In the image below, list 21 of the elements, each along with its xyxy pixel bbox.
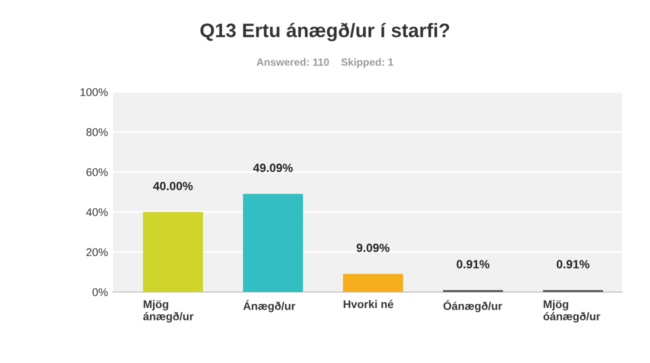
- data-label: 49.09%: [253, 164, 293, 172]
- data-label: 9.09%: [356, 244, 390, 252]
- y-tick-label: 100%: [80, 88, 108, 96]
- data-label: 0.91%: [556, 260, 590, 268]
- bar: [343, 274, 403, 292]
- bar: [143, 212, 203, 292]
- x-tick-label: Óánægð/ur: [443, 300, 502, 312]
- y-tick-label: 40%: [86, 208, 108, 216]
- x-tick-label: Hvorki né: [344, 300, 394, 308]
- x-tick-label: Mjög óánægð/ur: [543, 300, 600, 323]
- x-tick-label: Mjög ánægð/ur: [143, 300, 194, 323]
- y-tick-label: 60%: [86, 168, 108, 176]
- x-tick-label: Ánægð/ur: [243, 300, 296, 312]
- chart-title: Q13 Ertu ánægð/ur í starfi?: [200, 22, 450, 42]
- chart-subtitle: Answered: 110 Skipped: 1: [256, 58, 394, 68]
- y-tick-label: 0%: [92, 288, 108, 296]
- bar: [243, 194, 303, 292]
- y-tick-label: 20%: [86, 248, 108, 256]
- data-label: 40.00%: [153, 182, 193, 190]
- data-label: 0.91%: [456, 260, 490, 268]
- y-tick-label: 80%: [86, 128, 108, 136]
